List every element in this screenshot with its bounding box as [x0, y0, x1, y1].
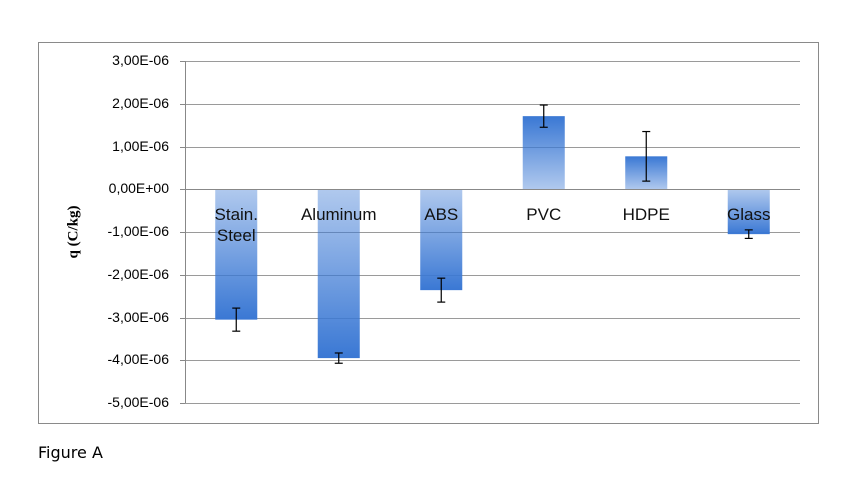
x-tick-label: ABS: [424, 205, 459, 225]
y-tick-label: -3,00E-06: [108, 309, 170, 325]
y-tick-label: 3,00E-06: [112, 52, 169, 68]
x-tick-label: PVC: [526, 205, 562, 225]
y-tick-label: -2,00E-06: [108, 266, 170, 282]
x-tick-label: HDPE: [622, 205, 670, 225]
y-tick-label: -1,00E-06: [108, 223, 170, 239]
x-tick-label: Stain. Steel: [214, 205, 258, 246]
y-axis-label: q (C/kg): [65, 206, 81, 259]
x-tick-label: Aluminum: [300, 205, 377, 225]
bar: [522, 116, 565, 190]
x-tick-label: Glass: [727, 205, 771, 225]
y-tick-label: 0,00E+00: [109, 180, 170, 196]
y-tick-label: -4,00E-06: [108, 351, 170, 367]
y-tick-label: -5,00E-06: [108, 394, 170, 410]
bar: [317, 189, 360, 359]
bar: [420, 189, 463, 291]
bar: [727, 189, 770, 235]
chart-frame: [38, 42, 819, 424]
y-tick-label: 1,00E-06: [112, 138, 169, 154]
caption: Figure A: [38, 443, 103, 462]
bar: [215, 189, 258, 320]
y-tick-label: 2,00E-06: [112, 95, 169, 111]
